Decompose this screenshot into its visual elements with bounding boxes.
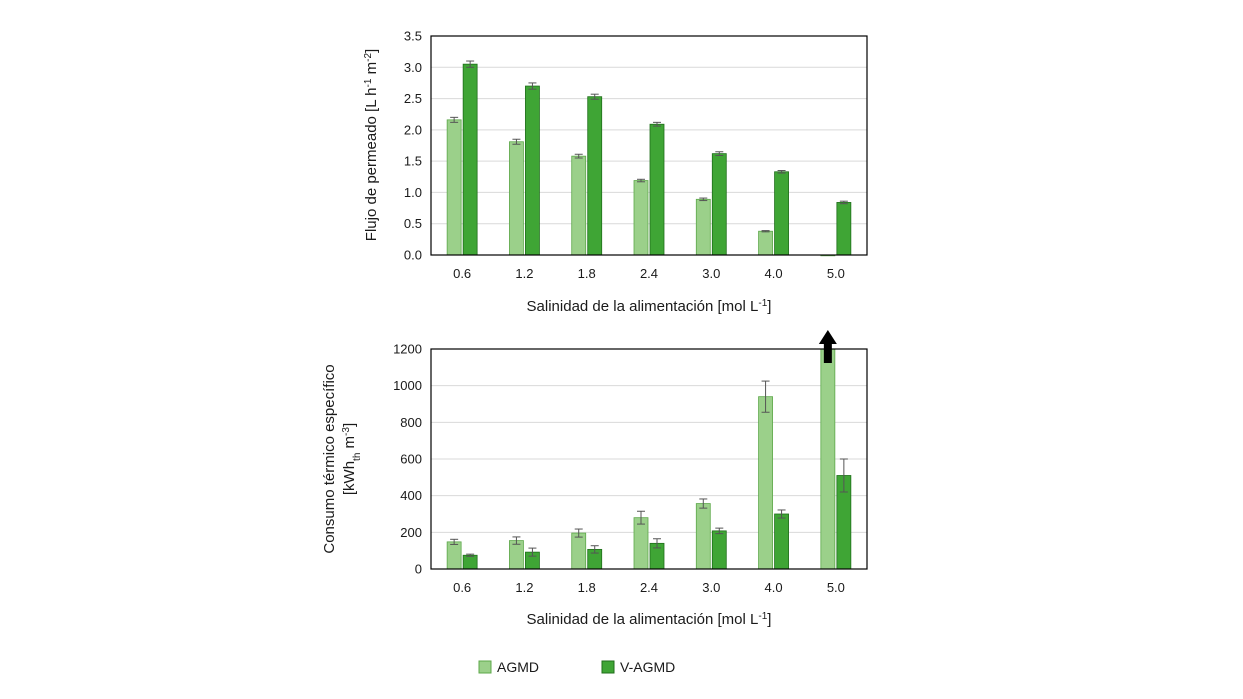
overflow-arrow-head xyxy=(818,330,837,344)
flux-y-ticks: 0.0 0.5 1.0 1.5 2.0 2.5 3.0 3.5 xyxy=(404,29,422,263)
overflow-arrow-shaft xyxy=(823,342,832,363)
energy-bar-vagmd xyxy=(711,530,727,570)
energy-x-tick-label: 3.0 xyxy=(702,580,720,595)
energy-bar-agmd xyxy=(820,348,836,570)
flux-xlabel-main: Salinidad de la alimentación [mol L xyxy=(527,298,759,315)
energy-x-tick-label: 1.2 xyxy=(515,580,533,595)
energy-bar-vagmd xyxy=(462,554,478,570)
legend-swatch-vagmd xyxy=(601,660,615,674)
energy-y-tick-label: 600 xyxy=(400,452,422,467)
flux-bars xyxy=(446,60,852,257)
energy-bar-agmd xyxy=(446,541,462,570)
energy-x-tick-label: 5.0 xyxy=(827,580,845,595)
energy-y-axis-title-line2: [kWhth m-3] xyxy=(341,423,363,495)
energy-x-tick-label: 2.4 xyxy=(640,580,658,595)
flux-x-tick-label: 3.0 xyxy=(702,266,720,281)
flux-y-tick-label: 1.5 xyxy=(404,154,422,169)
flux-x-axis-title: Salinidad de la alimentación [mol L-1] xyxy=(527,298,772,316)
energy-plot-frame xyxy=(430,348,868,570)
flux-y-tick-label: 2.5 xyxy=(404,91,422,106)
flux-y-tick-label: 3.5 xyxy=(404,29,422,44)
energy-y-tick-label: 1000 xyxy=(393,378,422,393)
energy-x-tick-label: 0.6 xyxy=(453,580,471,595)
flux-x-tick-label: 1.8 xyxy=(578,266,596,281)
energy-bars xyxy=(446,348,852,570)
flux-bar-vagmd xyxy=(462,63,478,256)
flux-bar-vagmd xyxy=(774,171,789,256)
flux-y-tick-label: 3.0 xyxy=(404,60,422,75)
energy-y-tick-label: 1200 xyxy=(393,342,422,357)
legend-swatch-agmd xyxy=(478,660,492,674)
overflow-arrow-icon xyxy=(818,330,837,363)
energy-ylabel-sup: -3 xyxy=(341,427,352,436)
energy-ylabel-sub: th xyxy=(352,453,363,461)
flux-y-tick-label: 0.0 xyxy=(404,248,422,263)
flux-bar-agmd xyxy=(446,119,462,256)
flux-bar-agmd xyxy=(758,230,773,256)
flux-bar-agmd xyxy=(695,198,711,256)
energy-y-ticks: 0 200 400 600 800 1000 1200 xyxy=(393,342,422,577)
energy-ylabel-main: [kWh xyxy=(341,461,358,495)
energy-y-axis-title-line1: Consumo térmico específico xyxy=(321,364,338,553)
flux-ylabel-end: ] xyxy=(363,49,380,53)
flux-xlabel-sup: -1 xyxy=(758,298,767,309)
energy-bar-vagmd xyxy=(774,513,789,570)
flux-x-tick-label: 4.0 xyxy=(765,266,783,281)
flux-x-ticks: 0.6 1.2 1.8 2.4 3.0 4.0 5.0 xyxy=(453,266,845,281)
flux-plot-frame xyxy=(430,35,868,256)
energy-xlabel-end: ] xyxy=(767,611,771,628)
flux-ylabel-main: Flujo de permeado [L h xyxy=(363,87,380,241)
flux-bar-vagmd xyxy=(587,96,603,256)
energy-x-ticks: 0.6 1.2 1.8 2.4 3.0 4.0 5.0 xyxy=(453,580,845,595)
flux-bar-vagmd xyxy=(836,202,852,256)
flux-bar-agmd xyxy=(571,155,587,256)
energy-ylabel-end: ] xyxy=(341,423,358,427)
flux-y-tick-label: 2.0 xyxy=(404,122,422,137)
energy-bar-agmd xyxy=(758,396,773,570)
energy-x-tick-label: 4.0 xyxy=(765,580,783,595)
energy-bar-agmd xyxy=(571,532,587,570)
flux-bar-agmd xyxy=(509,141,524,256)
energy-x-axis-title: Salinidad de la alimentación [mol L-1] xyxy=(527,611,772,629)
flux-ylabel-mid: m xyxy=(363,62,380,79)
flux-x-tick-label: 2.4 xyxy=(640,266,658,281)
flux-y-tick-label: 0.5 xyxy=(404,216,422,231)
energy-ylabel-mid: m xyxy=(341,436,358,453)
legend: AGMD V-AGMD xyxy=(478,659,675,675)
energy-y-tick-label: 800 xyxy=(400,415,422,430)
energy-bar-agmd xyxy=(695,503,711,570)
flux-chart: 0.0 0.5 1.0 1.5 2.0 2.5 3.0 3.5 0.6 1.2 1.8 2.4 3.0… xyxy=(363,29,868,316)
energy-x-tick-label: 1.8 xyxy=(578,580,596,595)
energy-xlabel-sup: -1 xyxy=(758,611,767,622)
legend-label-agmd: AGMD xyxy=(497,659,539,675)
flux-y-tick-label: 1.0 xyxy=(404,185,422,200)
energy-y-tick-label: 400 xyxy=(400,488,422,503)
legend-label-vagmd: V-AGMD xyxy=(620,659,675,675)
flux-gridlines xyxy=(431,66,867,225)
flux-x-tick-label: 5.0 xyxy=(827,266,845,281)
energy-gridlines xyxy=(431,385,867,533)
flux-y-axis-title: Flujo de permeado [L h-1 m-2] xyxy=(363,49,381,241)
flux-xlabel-end: ] xyxy=(767,298,771,315)
flux-bar-vagmd xyxy=(711,153,727,256)
flux-bar-vagmd xyxy=(649,123,665,256)
flux-x-tick-label: 0.6 xyxy=(453,266,471,281)
energy-y-tick-label: 200 xyxy=(400,525,422,540)
energy-bar-agmd xyxy=(509,540,524,570)
energy-y-tick-label: 0 xyxy=(415,562,422,577)
flux-x-tick-label: 1.2 xyxy=(515,266,533,281)
flux-ylabel-sup1: -1 xyxy=(363,78,374,87)
flux-ylabel-sup2: -2 xyxy=(363,53,374,62)
energy-chart: 0 200 400 600 800 1000 1200 0.6 1.2 1.8 2.4 3.0 4.0… xyxy=(321,330,868,629)
flux-bar-agmd xyxy=(633,180,649,256)
flux-bar-vagmd xyxy=(525,85,540,256)
energy-bar-agmd xyxy=(633,517,649,570)
energy-xlabel-main: Salinidad de la alimentación [mol L xyxy=(527,611,759,628)
